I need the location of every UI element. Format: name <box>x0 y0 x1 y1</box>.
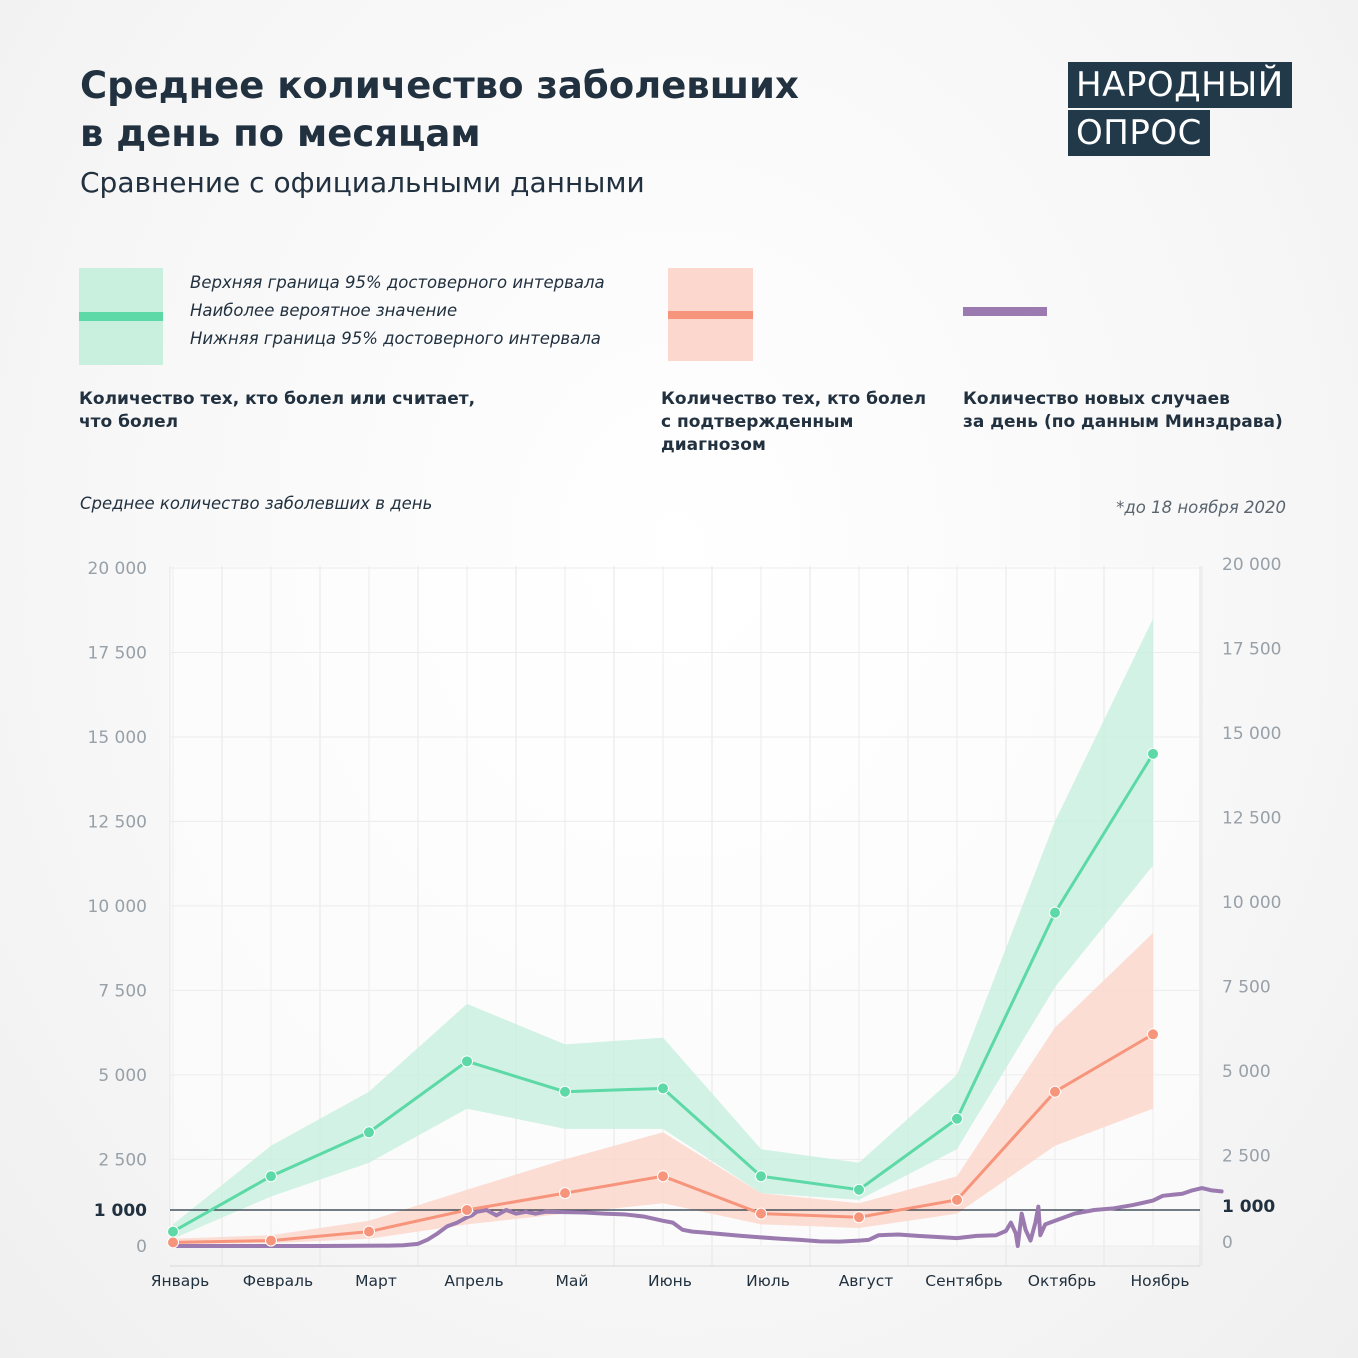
x-tick-label: Август <box>839 1272 894 1290</box>
y-tick-label-left: 5 000 <box>98 1066 147 1086</box>
data-point-self-reported <box>559 1085 571 1098</box>
series-line-official <box>171 1186 1224 1248</box>
y-tick-label-left: 2 500 <box>98 1150 147 1170</box>
y-tick-label-left: 15 000 <box>88 728 147 748</box>
legend-green-line-swatch <box>79 312 163 321</box>
legend-lower-bound-label: Нижняя граница 95% достоверного интервал… <box>190 329 601 348</box>
data-point-confirmed <box>657 1170 669 1183</box>
data-point-confirmed <box>1049 1085 1061 1098</box>
page-subtitle: Сравнение с официальными данными <box>80 166 645 199</box>
y-tick-label-right: 5 000 <box>1222 1062 1271 1082</box>
legend-red-line-swatch <box>668 311 753 319</box>
date-note: *до 18 ноября 2020 <box>1116 498 1286 517</box>
legend-upper-bound-label: Верхняя граница 95% достоверного интерва… <box>190 273 605 292</box>
y-tick-label-left: 10 000 <box>88 897 147 917</box>
y-tick-label-right: 0 <box>1222 1233 1233 1253</box>
legend-caption-official: Количество новых случаев за день (по дан… <box>963 388 1283 434</box>
title-line-1: Среднее количество заболевших <box>80 64 799 107</box>
data-point-confirmed <box>265 1234 277 1247</box>
y-tick-label-left: 1 000 <box>94 1201 147 1221</box>
data-point-self-reported <box>461 1055 473 1068</box>
y-tick-label-right: 1 000 <box>1222 1197 1275 1217</box>
caption-line: Количество тех, кто болел или считает, <box>79 389 476 409</box>
x-tick-label: Сентябрь <box>925 1272 1002 1290</box>
interval-band-self-reported <box>173 618 1153 1239</box>
data-point-confirmed <box>853 1211 865 1224</box>
y-axis-caption: Среднее количество заболевших в день <box>80 494 433 513</box>
y-tick-label-left: 20 000 <box>88 559 147 579</box>
legend-caption-confirmed: Количество тех, кто болел с подтвержденн… <box>661 388 926 457</box>
data-point-self-reported <box>755 1170 767 1183</box>
brand-logo: НАРОДНЫЙ ОПРОС <box>1068 62 1292 158</box>
x-tick-label: Февраль <box>243 1272 313 1290</box>
y-tick-label-right: 20 000 <box>1222 555 1281 575</box>
data-point-self-reported <box>1049 906 1061 919</box>
x-tick-label: Май <box>556 1272 589 1290</box>
logo-line-1: НАРОДНЫЙ <box>1068 62 1292 108</box>
data-point-self-reported <box>1147 747 1159 760</box>
y-tick-label-left: 0 <box>136 1237 147 1257</box>
x-tick-label: Апрель <box>444 1272 503 1290</box>
y-tick-label-right: 17 500 <box>1222 639 1281 659</box>
y-tick-label-left: 7 500 <box>98 981 147 1001</box>
data-point-confirmed <box>559 1187 571 1200</box>
data-point-self-reported <box>363 1126 375 1139</box>
y-tick-label-right: 10 000 <box>1222 893 1281 913</box>
y-tick-label-right: 12 500 <box>1222 808 1281 828</box>
x-tick-label: Ноябрь <box>1131 1272 1190 1290</box>
data-point-confirmed <box>755 1207 767 1220</box>
x-tick-label: Октябрь <box>1028 1272 1096 1290</box>
caption-line: диагнозом <box>661 435 766 455</box>
y-tick-label-left: 17 500 <box>88 643 147 663</box>
legend-most-likely-label: Наиболее вероятное значение <box>190 301 458 320</box>
data-point-self-reported <box>167 1225 179 1238</box>
x-tick-label: Январь <box>151 1272 210 1290</box>
y-tick-label-left: 12 500 <box>88 812 147 832</box>
data-point-self-reported <box>853 1183 865 1196</box>
x-tick-label: Март <box>355 1272 397 1290</box>
caption-line: Количество тех, кто болел <box>661 389 927 409</box>
legend-caption-self-reported: Количество тех, кто болел или считает, ч… <box>79 388 475 434</box>
x-tick-label: Июнь <box>648 1272 692 1290</box>
data-point-self-reported <box>265 1170 277 1183</box>
page-title: Среднее количество заболевших в день по … <box>80 62 980 158</box>
caption-line: с подтвержденным <box>661 412 854 432</box>
data-point-self-reported <box>951 1112 963 1125</box>
title-line-2: в день по месяцам <box>80 112 481 155</box>
x-tick-label: Июль <box>746 1272 790 1290</box>
y-tick-label-right: 7 500 <box>1222 977 1271 997</box>
y-tick-label-right: 15 000 <box>1222 724 1281 744</box>
logo-line-2: ОПРОС <box>1068 110 1210 156</box>
caption-line: за день (по данным Минздрава) <box>963 412 1283 432</box>
y-tick-label-right: 2 500 <box>1222 1146 1271 1166</box>
data-point-confirmed <box>1147 1028 1159 1041</box>
caption-line: Количество новых случаев <box>963 389 1230 409</box>
data-point-confirmed <box>167 1236 179 1249</box>
data-point-confirmed <box>363 1225 375 1238</box>
data-point-self-reported <box>657 1082 669 1095</box>
caption-line: что болел <box>79 412 179 432</box>
data-point-confirmed <box>951 1193 963 1206</box>
data-point-confirmed <box>461 1204 473 1216</box>
legend-purple-line-swatch <box>963 307 1047 316</box>
